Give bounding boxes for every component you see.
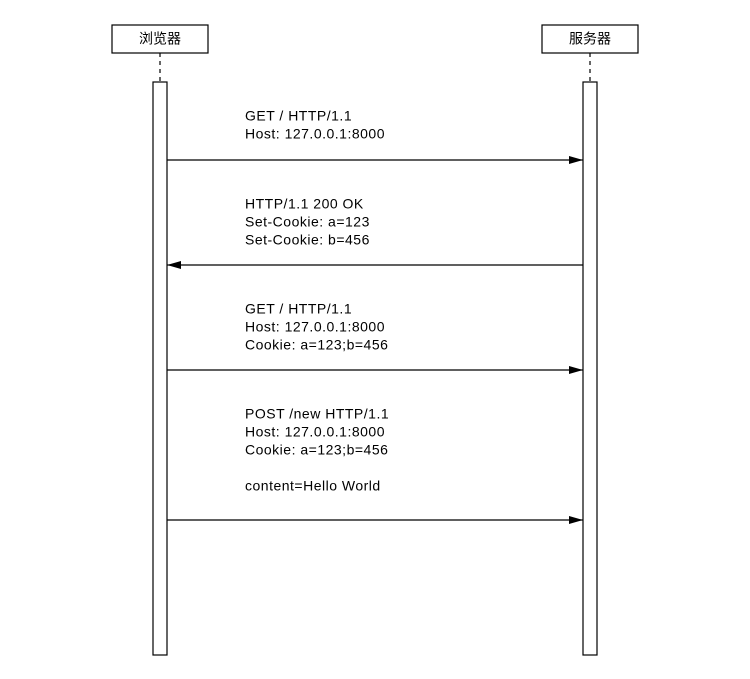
message-text: Host: 127.0.0.1:8000 <box>245 125 385 141</box>
message-text: Host: 127.0.0.1:8000 <box>245 318 385 334</box>
message-text: HTTP/1.1 200 OK <box>245 195 364 211</box>
arrowhead-icon <box>569 156 583 164</box>
message-text: POST /new HTTP/1.1 <box>245 405 389 421</box>
message-text: GET / HTTP/1.1 <box>245 300 352 316</box>
message-text: Cookie: a=123;b=456 <box>245 441 388 457</box>
message-text: Cookie: a=123;b=456 <box>245 336 388 352</box>
message-text: content=Hello World <box>245 477 381 493</box>
activation-server <box>583 82 597 655</box>
message-text: Host: 127.0.0.1:8000 <box>245 423 385 439</box>
sequence-diagram: 浏览器 服务器 GET / HTTP/1.1 Host: 127.0.0.1:8000… <box>0 0 750 679</box>
arrowhead-icon <box>167 261 181 269</box>
message-text: Set-Cookie: a=123 <box>245 213 370 229</box>
participant-label-browser: 浏览器 <box>139 31 181 47</box>
arrowhead-icon <box>569 366 583 374</box>
arrowhead-icon <box>569 516 583 524</box>
activation-browser <box>153 82 167 655</box>
message-text: Set-Cookie: b=456 <box>245 231 370 247</box>
participant-label-server: 服务器 <box>569 31 611 47</box>
message-text: GET / HTTP/1.1 <box>245 107 352 123</box>
